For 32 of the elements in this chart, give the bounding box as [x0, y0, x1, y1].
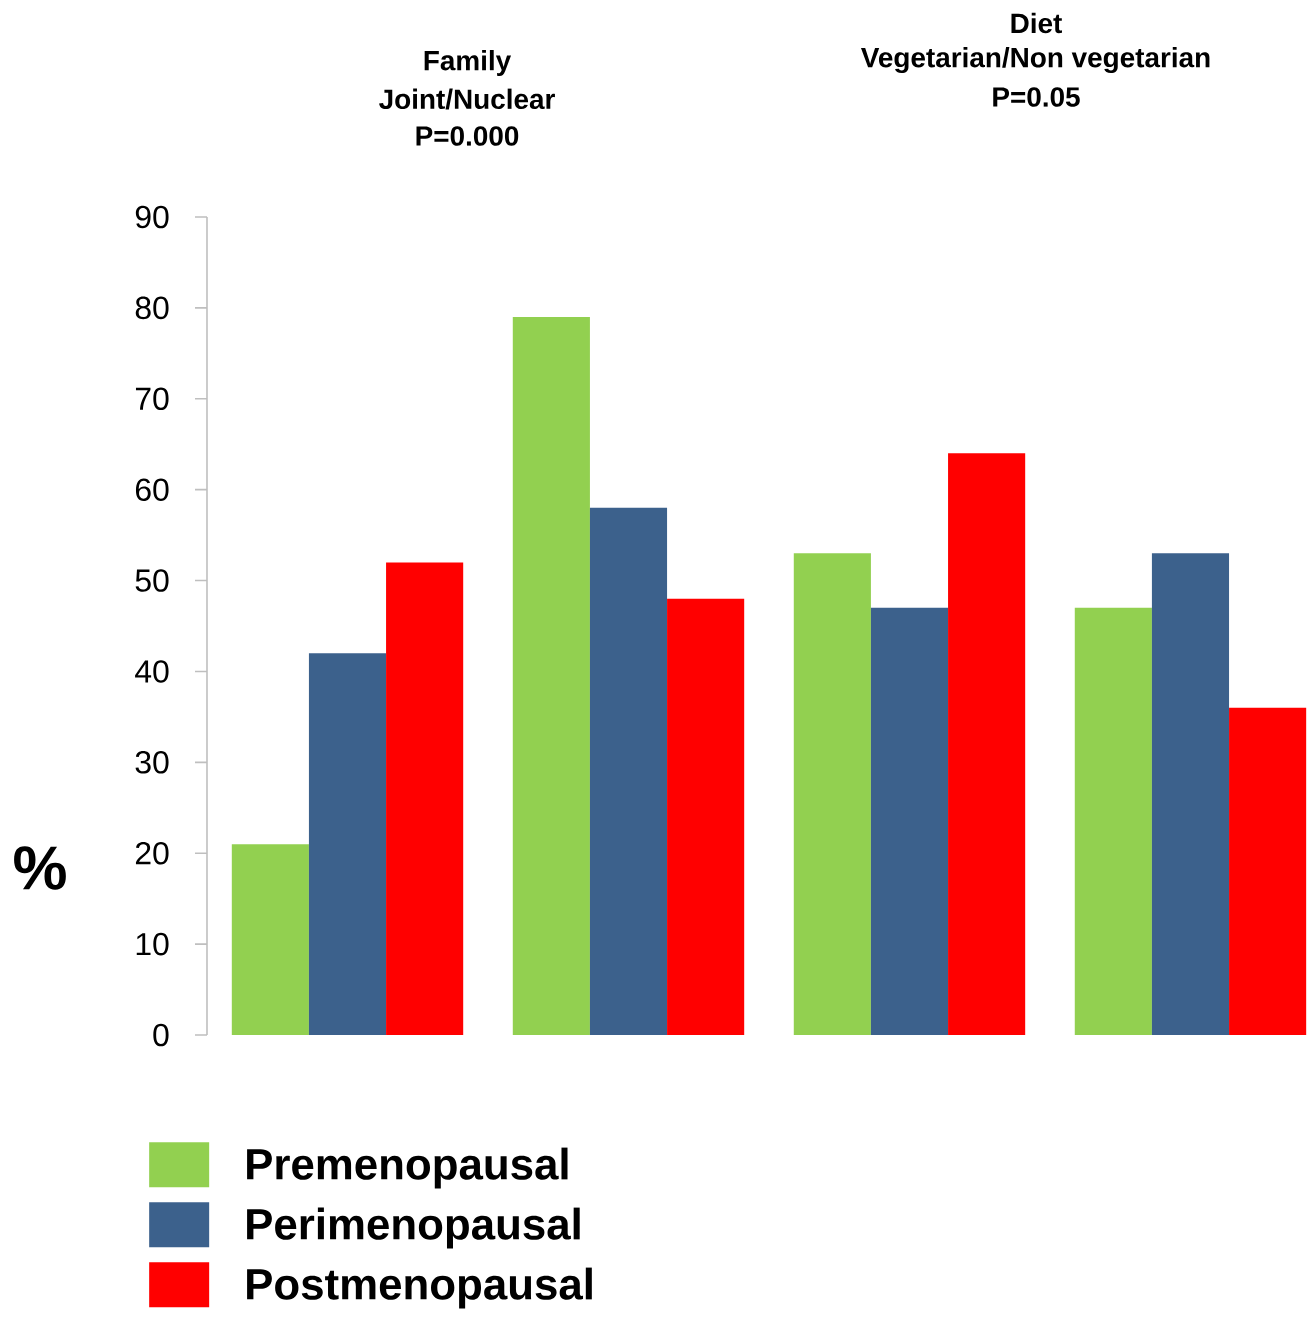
bar: [793, 553, 871, 1035]
legend-label: Perimenopausal: [247, 1207, 580, 1249]
bar: [667, 598, 745, 1035]
bar: [589, 507, 668, 1035]
text: P=0.000: [416, 126, 519, 146]
text: Family: [424, 50, 512, 76]
bar: [948, 453, 1026, 1035]
y-tick-label: 0: [153, 1023, 169, 1047]
text: Joint/Nuclear: [379, 88, 555, 110]
y-tick-label: 10: [136, 932, 169, 956]
legend-label: Postmenopausal: [247, 1267, 592, 1309]
y-tick-label: 70: [135, 387, 169, 411]
bar: [231, 844, 309, 1035]
y-axis-title: %: [14, 846, 66, 890]
y-tick-label: 60: [135, 478, 169, 501]
bar: [512, 316, 590, 1035]
legend-label: Premenopausal: [247, 1147, 568, 1189]
text: Vegetarian/Non vegetarian: [860, 46, 1210, 74]
bar: [308, 653, 387, 1035]
y-tick-label: 30: [135, 751, 169, 774]
y-tick-label: 80: [135, 296, 169, 320]
bar: [1151, 553, 1230, 1035]
text: P=0.05: [993, 87, 1080, 107]
y-tick-label: 40: [135, 660, 169, 683]
bar: [1074, 607, 1152, 1035]
y-tick-label: 20: [135, 841, 169, 865]
bar: [870, 607, 949, 1035]
text: Diet: [1011, 12, 1062, 34]
y-tick-label: 50: [135, 569, 169, 592]
bar: [386, 562, 464, 1035]
bar: [1229, 707, 1307, 1035]
y-tick-label: 90: [135, 205, 169, 229]
